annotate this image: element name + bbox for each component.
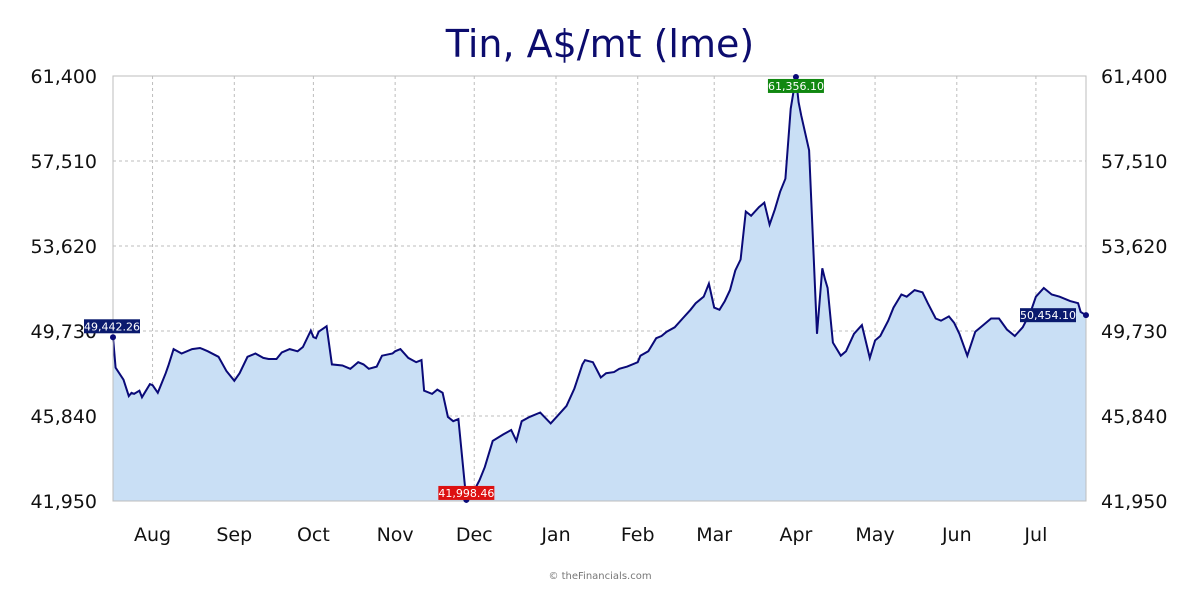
annotations: 49,442.26 61,356.10 41,998.46 50,454.10 (84, 73, 1089, 503)
y-axis-right: 61,400 57,510 53,620 49,730 45,840 41,950 (1101, 66, 1167, 513)
x-tick-label: Aug (134, 524, 171, 546)
high-label-box (767, 78, 824, 93)
x-tick-label: Jun (941, 524, 972, 546)
start-value-label: 49,442.26 (84, 320, 140, 333)
plot-frame (112, 75, 1087, 502)
x-axis: Aug Sep Oct Nov Dec Jan Feb Mar Apr May Jun Jul (134, 524, 1047, 546)
price-line (112, 76, 1087, 502)
y-tick-label-left: 53,620 (31, 236, 97, 258)
y-tick-label-left: 41,950 (31, 491, 97, 513)
start-label-box (84, 319, 140, 334)
end-value-label: 50,454.10 (1020, 309, 1076, 322)
x-tick-label: Jul (1023, 524, 1047, 546)
x-tick-label: Sep (216, 524, 252, 546)
y-tick-label-right: 53,620 (1101, 236, 1167, 258)
high-marker (792, 73, 799, 80)
x-tick-label: Dec (456, 524, 493, 546)
y-tick-label-right: 45,840 (1101, 406, 1167, 428)
y-axis-left: 61,400 57,510 53,620 49,730 45,840 41,950 (31, 66, 97, 513)
low-value-label: 41,998.46 (438, 487, 494, 500)
x-tick-label: May (855, 524, 894, 546)
x-tick-label: Nov (377, 524, 414, 546)
x-tick-label: Apr (780, 524, 813, 546)
y-tick-label-right: 61,400 (1101, 66, 1167, 88)
high-value-label: 61,356.10 (768, 80, 824, 93)
area-fill (113, 77, 1086, 501)
start-marker (110, 334, 116, 341)
y-tick-label-right: 41,950 (1101, 491, 1167, 513)
end-marker (1083, 312, 1089, 319)
x-tick-label: Feb (621, 524, 655, 546)
y-tick-label-left: 45,840 (31, 406, 97, 428)
low-label-box (438, 485, 495, 500)
y-tick-label-left: 61,400 (31, 66, 97, 88)
y-tick-label-left: 49,730 (31, 321, 97, 343)
credit-text: © theFinancials.com (548, 571, 651, 582)
y-tick-label-right: 49,730 (1101, 321, 1167, 343)
x-tick-label: Mar (696, 524, 732, 546)
x-tick-label: Oct (297, 524, 330, 546)
y-tick-label-left: 57,510 (31, 151, 97, 173)
chart-title: Tin, A$/mt (lme) (445, 22, 754, 66)
x-tick-label: Jan (540, 524, 570, 546)
y-tick-label-right: 57,510 (1101, 151, 1167, 173)
end-label-box (1020, 308, 1076, 323)
